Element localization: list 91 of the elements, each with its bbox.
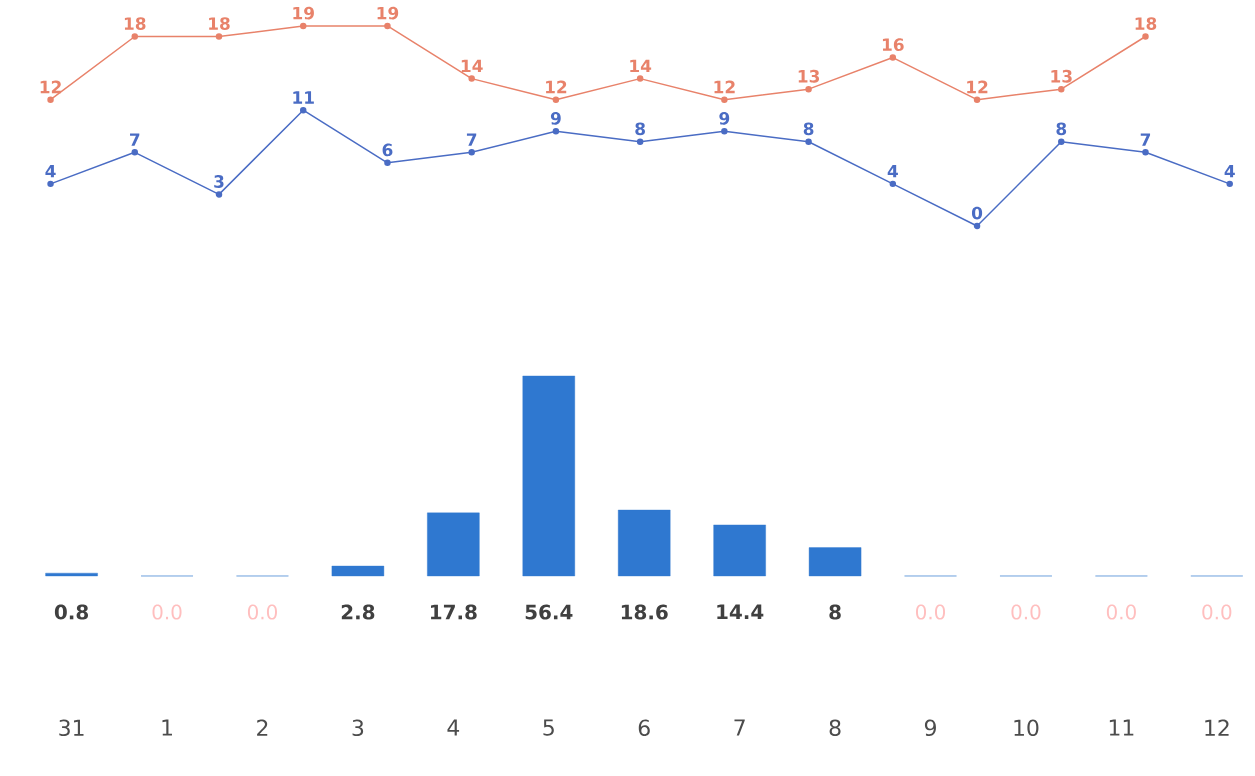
x-tick-label: 10 [1014,719,1039,737]
x-tick-label: 12 [1205,719,1229,736]
data-label: 8 [829,604,841,620]
point [805,138,812,146]
x-tick-label: 5 [543,719,554,736]
point [47,96,54,103]
bar [713,524,766,577]
bar [618,509,671,577]
point [468,149,475,156]
point [299,106,307,114]
point [636,138,644,146]
data-label: 12 [714,80,735,94]
point [215,33,223,40]
point [131,33,139,40]
data-label: 0.0 [247,604,277,620]
x-tick-label: 9 [924,719,936,737]
point [299,22,307,30]
data-label: 18.6 [621,604,668,620]
bar [522,375,575,577]
point [636,75,644,82]
x-tick-label: 6 [638,719,650,737]
data-label: 8 [803,122,814,136]
x-tick-label: 11 [1109,719,1134,736]
data-label: 56.4 [525,604,573,620]
bar [808,547,862,577]
point [384,159,391,167]
data-label: 11 [293,91,314,104]
data-label: 18 [209,17,230,30]
point [47,180,54,188]
x-tick-label: 8 [829,719,841,737]
data-label: 2.8 [341,604,375,620]
x-tick-label: 4 [447,719,460,736]
bar [427,512,480,577]
data-label: 13 [798,69,820,83]
data-label: 7 [130,133,140,146]
data-label: 14 [461,59,483,73]
x-tick-label: 1 [162,719,172,736]
point [131,149,139,156]
point [889,54,897,61]
data-label: 4 [45,165,56,178]
data-label: 9 [550,111,561,125]
data-label: 0.0 [915,604,946,620]
data-label: 8 [635,122,645,136]
data-label: 18 [124,17,146,30]
data-label: 7 [1140,133,1151,146]
x-tick-label: 31 [59,719,84,737]
point [889,180,897,188]
x-tick-label: 3 [352,719,364,737]
data-label: 0.0 [152,604,182,620]
bar [331,565,385,577]
data-label: 3 [214,175,224,188]
data-label: 14 [630,59,652,73]
data-label: 8 [1056,122,1067,136]
data-label: 7 [466,133,477,146]
point [1058,138,1065,146]
data-label: 12 [546,80,567,94]
point [552,128,560,135]
x-tick-label: 7 [734,719,745,736]
data-label: 13 [1051,69,1072,83]
point [468,75,475,82]
data-label: 9 [719,111,730,125]
data-label: 0.0 [1106,604,1136,620]
data-label: 16 [882,38,904,52]
data-label: 4 [887,165,898,178]
data-label: 0 [971,206,983,220]
point [1226,180,1233,188]
point [384,22,391,30]
point [805,85,812,93]
data-label: 4 [1224,165,1235,178]
point [973,222,981,230]
data-label: 0.0 [1202,604,1232,620]
x-tick-label: 2 [257,719,268,736]
point [1142,33,1149,40]
data-label: 12 [967,80,988,94]
point [721,96,728,103]
point [973,96,981,103]
point [1142,149,1149,156]
data-label: 6 [382,143,393,157]
point [552,96,560,103]
data-label: 14.4 [717,604,764,620]
bar [45,572,98,577]
point [1058,85,1065,93]
point [721,128,728,135]
data-label: 18 [1135,17,1157,30]
data-label: 19 [377,6,399,20]
data-label: 17.8 [431,604,477,620]
data-label: 12 [40,80,61,94]
data-label: 0.8 [54,604,88,620]
point [215,191,223,198]
data-label: 0.0 [1011,604,1041,620]
data-label: 19 [293,6,314,20]
